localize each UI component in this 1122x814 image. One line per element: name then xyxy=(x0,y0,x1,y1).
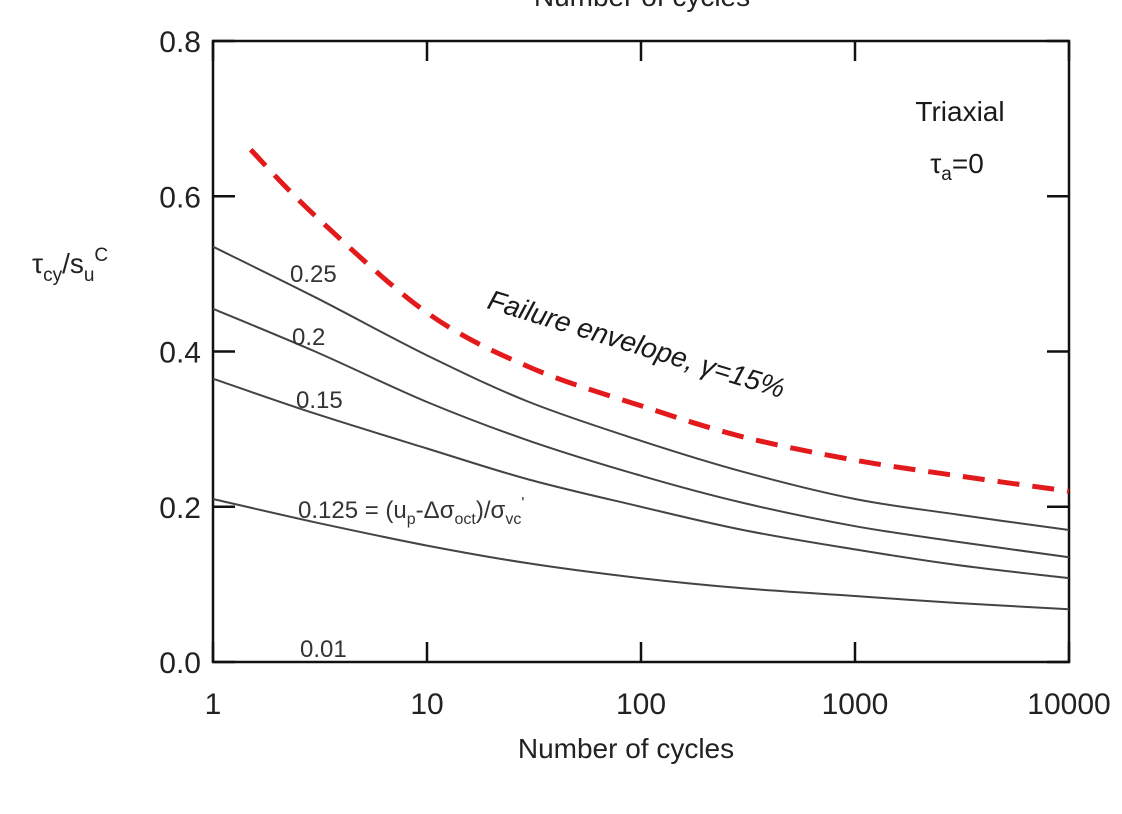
top-title: Number of cycles xyxy=(534,0,750,12)
series-line-2 xyxy=(212,377,1070,580)
curve-label-0-15: 0.15 xyxy=(296,387,343,414)
x-tick-label: 1000 xyxy=(822,688,889,721)
failure-envelope-label: Failure envelope, γ=15% xyxy=(484,284,789,404)
x-tick-label: 10000 xyxy=(1027,688,1110,721)
curve-label-0-125-equation: 0.125 = (up-Δσoct)/σvc' xyxy=(298,495,524,528)
curve-label-0-25: 0.25 xyxy=(290,261,337,288)
series-line-0 xyxy=(212,245,1070,531)
y-tick-label: 0.4 xyxy=(159,337,201,370)
y-tick-label: 0.0 xyxy=(159,647,201,680)
curve-label-0-2: 0.2 xyxy=(292,324,325,351)
x-tick-label: 100 xyxy=(616,688,666,721)
x-axis-label: Number of cycles xyxy=(518,733,734,764)
series-line-3 xyxy=(212,498,1070,611)
annotation-triaxial: Triaxial xyxy=(915,96,1004,127)
y-axis-label: τcy/suC xyxy=(32,245,108,286)
curves xyxy=(212,245,1070,611)
annotation-tau-a: τa=0 xyxy=(930,148,984,185)
curve-label-0-01: 0.01 xyxy=(300,636,347,663)
x-tick-label: 1 xyxy=(205,688,222,721)
y-tick-label: 0.8 xyxy=(159,26,201,59)
y-axis-ticks: 0.0 0.2 0.4 0.6 0.8 xyxy=(159,26,1069,680)
x-axis-ticks: 1 10 100 1000 10000 xyxy=(205,41,1111,721)
x-tick-label: 10 xyxy=(410,688,443,721)
series-line-1 xyxy=(212,307,1070,559)
y-tick-label: 0.2 xyxy=(159,492,201,525)
y-tick-label: 0.6 xyxy=(159,181,201,214)
failure-envelope-line xyxy=(248,147,1070,494)
